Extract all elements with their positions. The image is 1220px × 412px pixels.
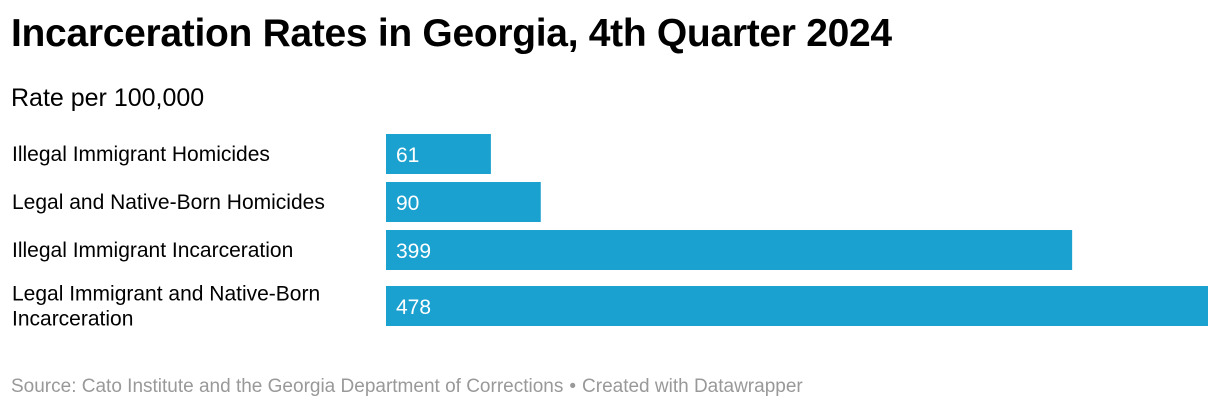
category-label-line: Illegal Immigrant Incarceration [12, 239, 293, 262]
category-label: Legal Immigrant and Native-Born Incarcera… [12, 283, 320, 331]
category-label-line: Legal and Native-Born Homicides [12, 191, 325, 214]
category-label: Illegal Immigrant Homicides [12, 143, 270, 166]
source-note: Source: Cato Institute and the Georgia D… [11, 376, 564, 397]
bar[interactable] [386, 182, 541, 222]
chart-subtitle: Rate per 100,000 [11, 84, 205, 112]
category-label: Illegal Immigrant Incarceration [12, 239, 293, 262]
bar-value-label: 399 [396, 240, 431, 263]
chart-footer: Source: Cato Institute and the Georgia D… [11, 376, 803, 398]
bar-value-label: 90 [396, 192, 419, 215]
category-label: Legal and Native-Born Homicides [12, 191, 325, 214]
category-label-line: Legal Immigrant and Native-Born [12, 283, 320, 306]
datawrapper-credit[interactable]: Created with Datawrapper [582, 376, 803, 397]
footer-separator: • [569, 376, 577, 397]
bar-value-label: 478 [396, 296, 431, 319]
bar[interactable] [386, 230, 1073, 270]
category-label-line: Incarceration [12, 308, 133, 331]
category-label-line: Illegal Immigrant Homicides [12, 143, 270, 166]
chart-title: Incarceration Rates in Georgia, 4th Quar… [11, 12, 892, 55]
bar-value-label: 61 [396, 144, 419, 167]
bar[interactable] [386, 286, 1208, 326]
bar[interactable] [386, 134, 491, 174]
